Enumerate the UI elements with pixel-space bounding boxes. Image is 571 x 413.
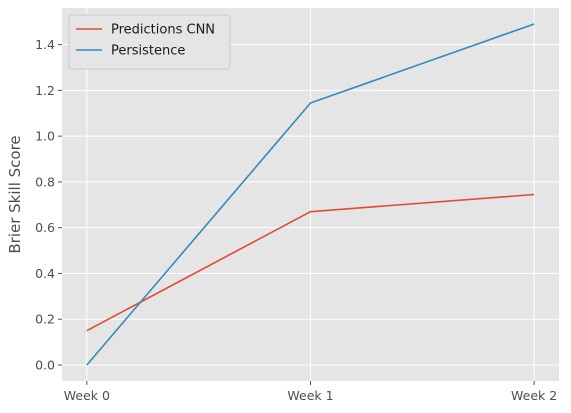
legend: Predictions CNN Persistence bbox=[68, 14, 231, 70]
legend-box bbox=[68, 14, 231, 70]
y-tick-label: 0.4 bbox=[35, 266, 55, 281]
series-line-1 bbox=[86, 23, 535, 366]
x-tick-label: Week 0 bbox=[64, 388, 110, 403]
y-tick-label: 1.0 bbox=[35, 129, 55, 144]
series-line-0 bbox=[86, 193, 535, 332]
legend-label-1: Persistence bbox=[111, 44, 185, 59]
x-tick-label: Week 2 bbox=[511, 388, 557, 403]
y-tick-label: 0.6 bbox=[35, 220, 55, 235]
y-tick-label: 0.8 bbox=[35, 174, 55, 189]
y-tick-label: 1.2 bbox=[35, 83, 55, 98]
x-axis: Week 0 Week 1 Week 2 bbox=[64, 381, 557, 403]
legend-label-0: Predictions CNN bbox=[111, 23, 215, 38]
x-tick-label: Week 1 bbox=[287, 388, 333, 403]
y-axis: 0.0 0.2 0.4 0.6 0.8 1.0 1.2 1.4 bbox=[35, 37, 62, 372]
y-tick-label: 0.0 bbox=[35, 357, 55, 372]
y-axis-title: Brier Skill Score bbox=[6, 135, 24, 253]
series-lines bbox=[86, 23, 535, 366]
y-tick-label: 1.4 bbox=[35, 37, 55, 52]
y-tick-label: 0.2 bbox=[35, 312, 55, 327]
